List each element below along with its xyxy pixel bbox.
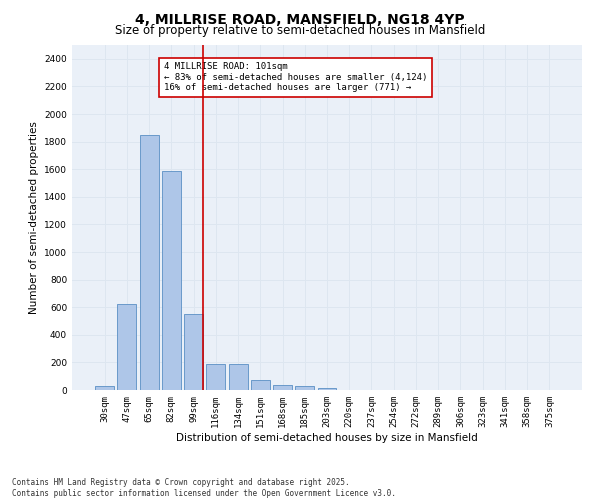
Bar	[251, 380, 270, 390]
Bar	[184, 314, 203, 390]
Text: 4, MILLRISE ROAD, MANSFIELD, NG18 4YP: 4, MILLRISE ROAD, MANSFIELD, NG18 4YP	[135, 12, 465, 26]
Bar	[95, 386, 114, 390]
Bar	[273, 385, 292, 390]
Bar	[118, 304, 136, 390]
Text: 4 MILLRISE ROAD: 101sqm
← 83% of semi-detached houses are smaller (4,124)
16% of: 4 MILLRISE ROAD: 101sqm ← 83% of semi-de…	[164, 62, 427, 92]
Y-axis label: Number of semi-detached properties: Number of semi-detached properties	[29, 121, 38, 314]
Bar	[162, 172, 181, 390]
Bar	[229, 364, 248, 390]
Bar	[295, 386, 314, 390]
Text: Contains HM Land Registry data © Crown copyright and database right 2025.
Contai: Contains HM Land Registry data © Crown c…	[12, 478, 396, 498]
Bar	[140, 134, 158, 390]
Text: Size of property relative to semi-detached houses in Mansfield: Size of property relative to semi-detach…	[115, 24, 485, 37]
X-axis label: Distribution of semi-detached houses by size in Mansfield: Distribution of semi-detached houses by …	[176, 432, 478, 442]
Bar	[206, 364, 225, 390]
Bar	[317, 388, 337, 390]
